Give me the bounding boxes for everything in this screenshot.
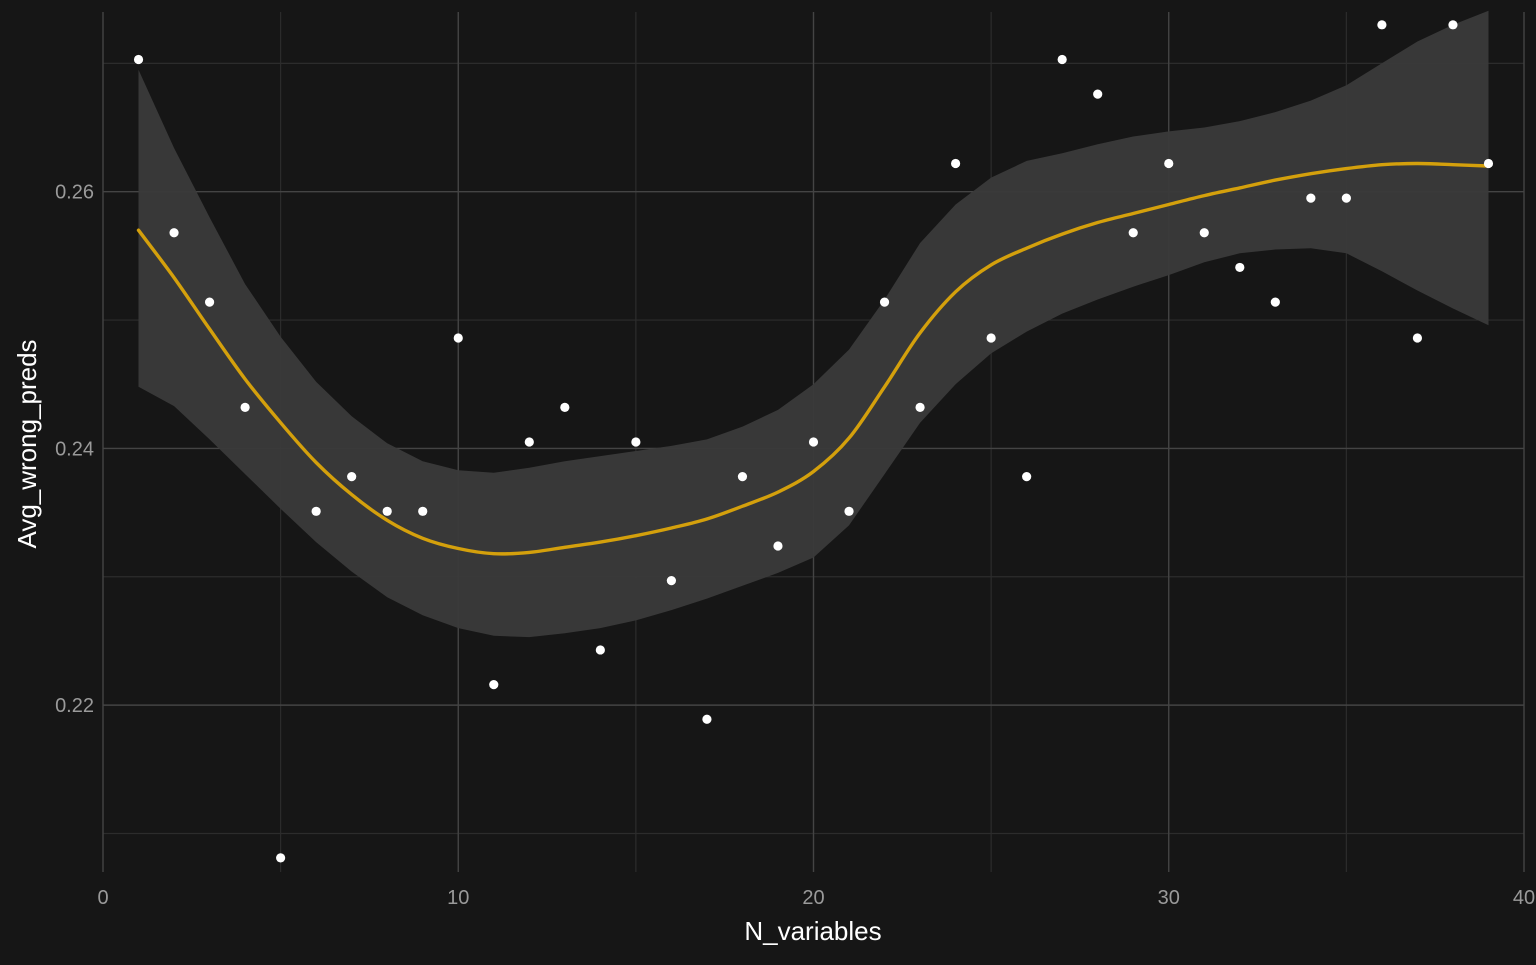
y-tick-label: 0.22 [55,695,94,717]
x-tick-label: 10 [447,887,469,909]
data-point [666,576,677,586]
data-point [1341,193,1351,203]
data-point [1093,89,1103,99]
data-point [382,506,392,516]
data-point [595,645,605,655]
data-point [1022,472,1032,482]
data-point [1235,262,1245,273]
data-point [1377,20,1387,30]
data-point [1128,228,1138,238]
x-tick-label: 30 [1158,887,1180,909]
x-axis-title: N_variables [744,916,881,946]
y-axis-title: Avg_wrong_preds [12,339,42,548]
x-axis-tick-labels: 0 10 20 30 40 [97,887,1535,909]
smooth-line-layer [136,161,1491,556]
data-point [702,714,712,724]
data-point [133,54,144,65]
y-tick-label: 0.26 [55,182,94,204]
x-tick-label: 0 [97,887,108,909]
data-points-layer [133,20,1494,863]
x-tick-label: 40 [1513,887,1535,909]
data-point [489,679,499,690]
data-point [1448,20,1458,30]
data-point [879,297,890,307]
data-point [276,853,286,863]
data-point [737,472,748,482]
data-point [1199,228,1209,238]
data-point [1057,54,1067,65]
y-axis-tick-labels: 0.22 0.24 0.26 [55,182,94,717]
data-point [631,437,641,447]
data-point [1412,333,1423,343]
data-point [951,158,961,169]
data-point [204,297,215,307]
data-point [1164,158,1174,169]
data-point [1483,158,1494,169]
x-tick-label: 20 [802,887,824,909]
confidence-ribbon-layer [138,10,1489,638]
data-point [986,333,996,343]
loess-smooth-line [136,161,1491,556]
data-point [915,402,925,412]
data-point [240,402,250,412]
confidence-ribbon [138,10,1489,638]
data-point [844,506,854,516]
data-point [524,437,534,447]
data-point [347,472,357,482]
data-point [808,437,819,447]
data-point [169,228,179,238]
data-point [560,402,570,412]
data-point [418,506,428,516]
data-point [1270,297,1280,307]
data-point [1306,193,1316,203]
data-point [773,541,783,551]
y-tick-label: 0.24 [55,438,94,460]
data-point [453,333,463,343]
data-point [311,506,321,516]
